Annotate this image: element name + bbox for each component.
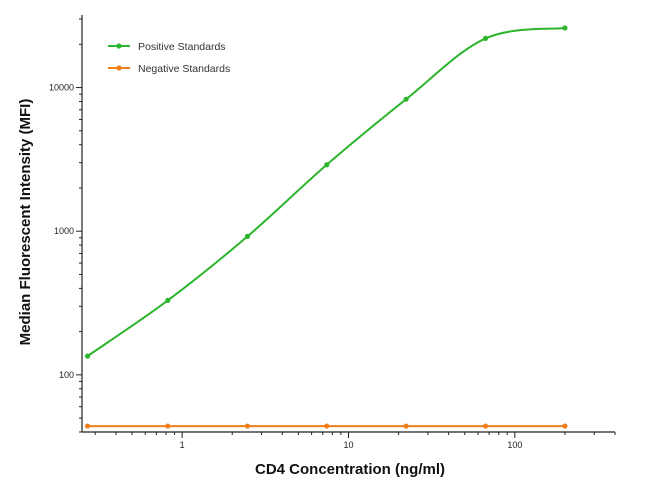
positive-standards-point: [403, 96, 409, 102]
legend-marker-positive-standards: [116, 43, 122, 49]
negative-standards-point: [324, 423, 330, 429]
legend-label-positive-standards: Positive Standards: [138, 41, 226, 53]
positive-standards-series: [84, 25, 568, 359]
series-layer: [84, 25, 568, 429]
y-tick-label: 1000: [54, 226, 74, 236]
legend-label-negative-standards: Negative Standards: [138, 63, 230, 75]
y-tick-label: 10000: [49, 83, 74, 93]
x-axis-title: CD4 Concentration (ng/ml): [255, 461, 445, 478]
x-tick-label: 10: [343, 440, 353, 450]
positive-standards-point: [482, 35, 489, 41]
ticks: 1 10 100 100 1000 10000: [49, 18, 616, 450]
positive-standards-point: [244, 233, 251, 240]
positive-standards-point: [84, 353, 91, 359]
negative-standards-series: [84, 423, 568, 429]
y-tick-label: 100: [59, 370, 74, 380]
legend: Positive Standards Negative Standards: [108, 41, 230, 75]
x-tick-label: 1: [180, 440, 185, 450]
legend-marker-negative-standards: [116, 65, 122, 71]
axes: [81, 15, 615, 433]
negative-standards-point: [562, 423, 568, 429]
x-tick-label: 100: [507, 440, 522, 450]
positive-standards-point: [324, 162, 330, 168]
positive-standards-line: [87, 27, 566, 357]
negative-standards-point: [482, 423, 489, 429]
negative-standards-point: [165, 423, 171, 429]
negative-standards-point: [244, 423, 251, 429]
positive-standards-point: [165, 297, 171, 303]
negative-standards-point: [403, 423, 409, 429]
y-axis-title: Median Fluorescent Intensity (MFI): [17, 99, 34, 346]
positive-standards-point: [562, 25, 568, 31]
negative-standards-point: [84, 423, 91, 429]
